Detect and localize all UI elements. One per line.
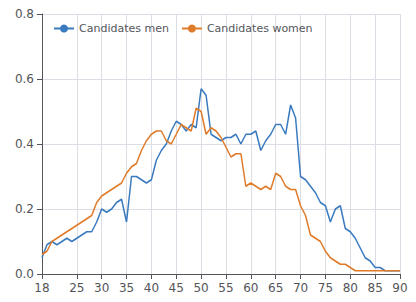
svg-text:0.8: 0.8 [15, 7, 34, 21]
svg-text:45: 45 [169, 281, 184, 295]
svg-text:Candidates men: Candidates men [79, 22, 169, 35]
svg-text:0.0: 0.0 [15, 267, 34, 281]
svg-text:0.4: 0.4 [15, 137, 34, 151]
svg-text:40: 40 [144, 281, 159, 295]
svg-text:50: 50 [193, 281, 208, 295]
svg-text:60: 60 [243, 281, 258, 295]
svg-text:30: 30 [94, 281, 109, 295]
svg-text:70: 70 [293, 281, 308, 295]
svg-text:65: 65 [268, 281, 283, 295]
svg-text:0.2: 0.2 [15, 202, 34, 216]
svg-text:85: 85 [367, 281, 382, 295]
svg-text:Candidates women: Candidates women [207, 22, 313, 35]
svg-text:55: 55 [218, 281, 233, 295]
svg-text:0.6: 0.6 [15, 72, 34, 86]
svg-text:25: 25 [69, 281, 84, 295]
svg-text:80: 80 [343, 281, 358, 295]
svg-text:35: 35 [119, 281, 134, 295]
svg-text:75: 75 [318, 281, 333, 295]
svg-text:18: 18 [34, 281, 49, 295]
svg-text:90: 90 [392, 281, 407, 295]
